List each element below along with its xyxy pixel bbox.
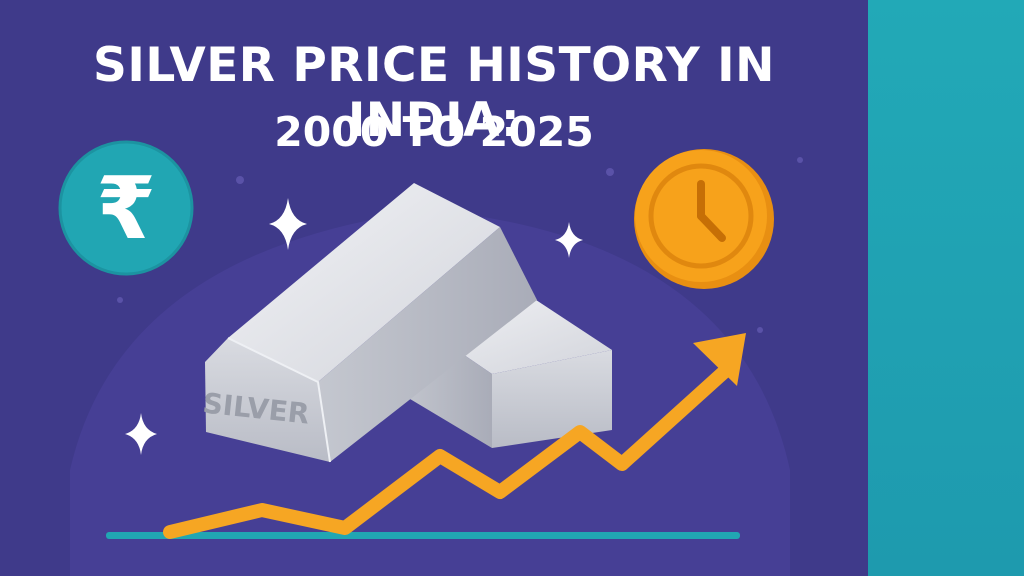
sparkle-icon bbox=[269, 198, 307, 250]
illustration: ₹ SILVER bbox=[58, 140, 803, 576]
trend-arrow-icon bbox=[163, 333, 746, 539]
decor-dots bbox=[117, 157, 803, 333]
clock-icon bbox=[634, 149, 774, 289]
silver-bar-icon: SILVER bbox=[201, 183, 537, 463]
page-title: SILVER PRICE HISTORY IN INDIA: bbox=[93, 38, 775, 148]
rupee-icon: ₹ bbox=[96, 159, 156, 259]
baseline bbox=[106, 532, 740, 539]
rupee-badge: ₹ bbox=[58, 140, 194, 276]
sparkle-icon bbox=[125, 413, 157, 455]
sparkle-icon bbox=[555, 222, 583, 258]
page-subtitle: 2000 TO 2025 bbox=[274, 108, 594, 156]
side-panel bbox=[868, 0, 1024, 576]
